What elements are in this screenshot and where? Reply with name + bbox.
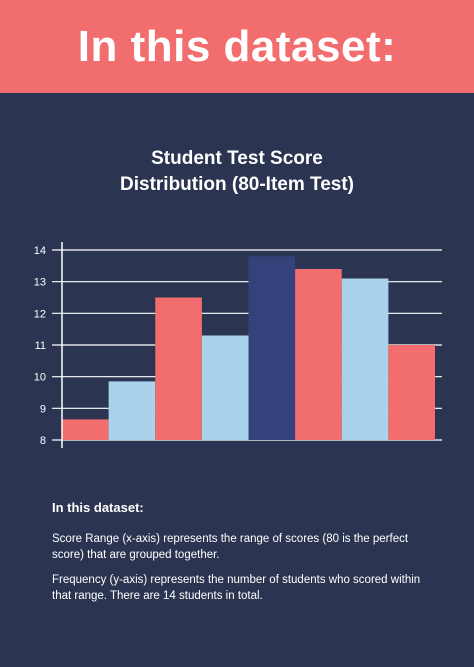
y-tick-label-13: 13 <box>34 277 46 289</box>
bar-6 <box>295 269 342 440</box>
bar-5 <box>248 256 296 440</box>
y-tick-label-8: 8 <box>40 435 46 447</box>
info-paragraph-score-range: Score Range (x-axis) represents the rang… <box>52 533 409 561</box>
bar-7 <box>341 278 389 440</box>
bar-3 <box>155 297 202 440</box>
chart-title-line-2: Distribution (80-Item Test) <box>120 174 354 195</box>
banner-title: In this dataset: <box>77 21 397 71</box>
bar-4 <box>201 335 249 440</box>
y-tick-label-12: 12 <box>34 308 46 320</box>
chart-title: Student Test Score Distribution (80-Item… <box>0 146 474 198</box>
y-tick-label-14: 14 <box>34 245 46 257</box>
bar-8 <box>388 345 435 440</box>
y-tick-label-9: 9 <box>40 403 46 415</box>
bar-2 <box>108 381 156 440</box>
header-banner: In this dataset: <box>0 0 474 93</box>
info-section: In this dataset: Score Range (x-axis) re… <box>52 500 432 613</box>
info-heading: In this dataset: <box>52 500 144 515</box>
y-tick-label-10: 10 <box>34 372 46 384</box>
chart-title-line-1: Student Test Score <box>151 148 323 169</box>
info-paragraph-frequency: Frequency (y-axis) represents the number… <box>52 574 421 602</box>
y-tick-label-11: 11 <box>35 340 46 352</box>
bar-chart: 8 9 10 11 12 13 14 <box>34 242 442 448</box>
bar-1 <box>62 419 109 440</box>
